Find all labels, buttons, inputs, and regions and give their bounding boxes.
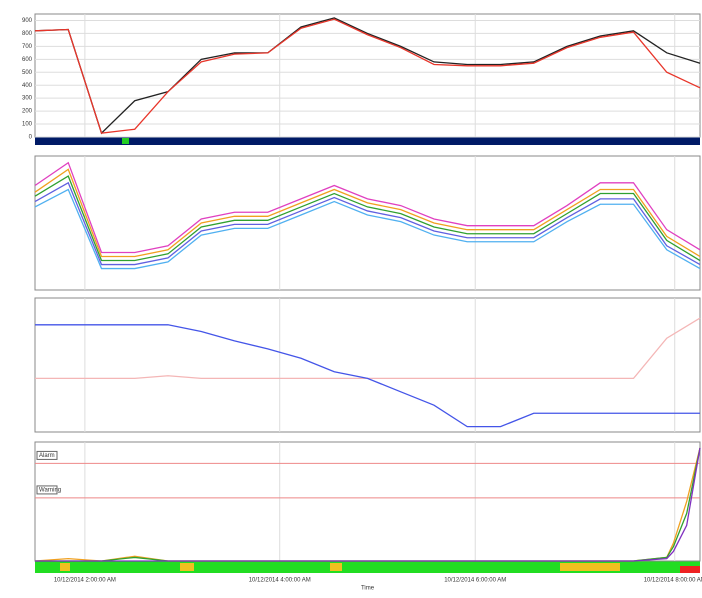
y-tick-label: 200 bbox=[22, 109, 33, 115]
series-line bbox=[34, 168, 701, 258]
status-bar bbox=[35, 561, 700, 573]
status-marker bbox=[560, 563, 620, 571]
y-tick-label: 800 bbox=[22, 31, 33, 37]
series-line bbox=[35, 324, 700, 428]
x-tick-label: 10/12/2014 8:00:00 AM bbox=[644, 578, 702, 584]
threshold-label: Warning bbox=[39, 488, 61, 494]
series-line bbox=[34, 188, 701, 270]
threshold-box bbox=[36, 485, 58, 495]
status-marker bbox=[122, 138, 129, 144]
x-tick-label: 10/12/2014 6:00:00 AM bbox=[444, 578, 506, 584]
status-marker bbox=[180, 563, 194, 571]
x-axis-label: Time bbox=[361, 586, 375, 592]
y-tick-label: 300 bbox=[22, 96, 33, 102]
status-marker bbox=[60, 563, 70, 571]
plot-area bbox=[34, 155, 701, 291]
x-tick-label: 10/12/2014 2:00:00 AM bbox=[54, 578, 116, 584]
y-tick-label: 100 bbox=[22, 122, 33, 128]
threshold-label: Alarm bbox=[39, 453, 55, 459]
status-marker bbox=[330, 563, 342, 571]
plot-area bbox=[34, 297, 701, 433]
y-tick-label: 400 bbox=[22, 83, 33, 89]
y-tick-label: 0 bbox=[29, 135, 33, 141]
series-line bbox=[34, 175, 701, 262]
y-tick-label: 500 bbox=[22, 70, 33, 76]
series-line bbox=[34, 181, 701, 266]
y-tick-label: 700 bbox=[22, 44, 33, 50]
y-tick-label: 900 bbox=[22, 18, 33, 24]
status-bar bbox=[35, 137, 700, 145]
status-marker bbox=[680, 566, 700, 573]
series-line bbox=[34, 18, 701, 134]
x-tick-label: 10/12/2014 4:00:00 AM bbox=[249, 578, 311, 584]
series-line bbox=[34, 17, 701, 135]
threshold-box bbox=[36, 450, 58, 460]
series-line bbox=[35, 447, 701, 562]
y-tick-label: 600 bbox=[22, 57, 33, 63]
series-line bbox=[34, 161, 701, 254]
